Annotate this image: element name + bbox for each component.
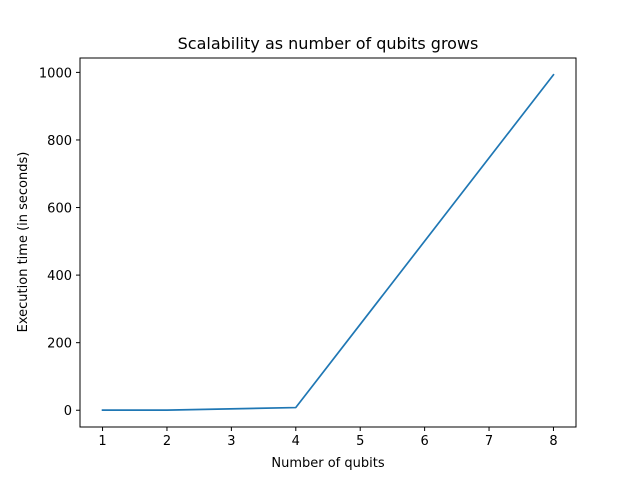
- plot-area: [101, 73, 555, 411]
- y-tick-label: 800: [47, 134, 72, 149]
- y-tick-label: 0: [64, 404, 72, 419]
- x-tick-label: 2: [163, 434, 171, 449]
- y-axis-label: Execution time (in seconds): [16, 152, 31, 333]
- x-tick-label: 5: [356, 434, 364, 449]
- x-tick-label: 6: [420, 434, 428, 449]
- series-line-0: [101, 73, 555, 411]
- x-axis-label: Number of qubits: [271, 456, 384, 471]
- y-axis-ticks: 0 200 400 600 800 1000: [39, 66, 80, 419]
- y-tick-label: 200: [47, 337, 72, 352]
- y-tick-label: 600: [47, 202, 72, 217]
- y-tick-label: 1000: [39, 66, 72, 81]
- x-tick-label: 7: [485, 434, 493, 449]
- x-axis-ticks: 1 2 3 4 5 6 7 8: [98, 427, 558, 449]
- axes-frame: [79, 57, 577, 428]
- chart-title: Scalability as number of qubits grows: [178, 34, 479, 53]
- x-tick-label: 4: [292, 434, 300, 449]
- x-tick-label: 8: [549, 434, 557, 449]
- x-tick-label: 3: [227, 434, 235, 449]
- x-tick-label: 1: [98, 434, 106, 449]
- y-tick-label: 400: [47, 269, 72, 284]
